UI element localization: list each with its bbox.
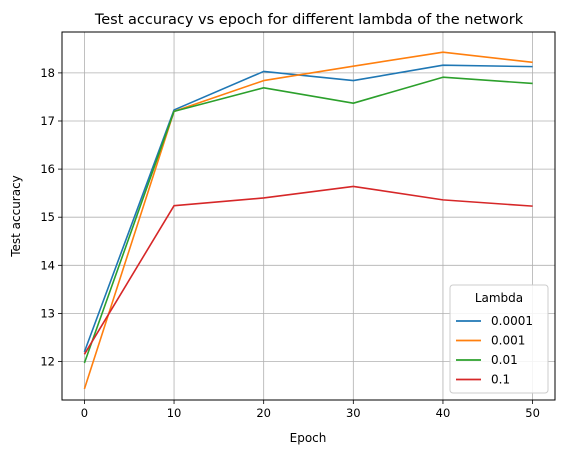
chart-title: Test accuracy vs epoch for different lam… — [94, 12, 524, 28]
legend-label: 0.001 — [491, 334, 525, 348]
series-line-0 — [83, 64, 533, 353]
series-lines — [83, 51, 533, 390]
y-axis-label: Test accuracy — [9, 175, 23, 258]
y-axis-ticks: 12 13 14 15 16 17 18 — [40, 66, 62, 369]
y-tick-label: 12 — [40, 355, 55, 369]
legend: Lambda 0.0001 0.001 0.01 0.1 — [449, 284, 549, 394]
plot-frame — [61, 31, 556, 401]
legend-title: Lambda — [475, 291, 523, 305]
x-tick-label: 10 — [167, 406, 182, 420]
legend-label: 0.01 — [491, 353, 518, 367]
y-tick-label: 14 — [40, 258, 55, 272]
legend-label: 0.0001 — [491, 314, 533, 328]
y-tick-label: 15 — [40, 210, 55, 224]
legend-items: 0.0001 0.001 0.01 0.1 — [456, 314, 533, 387]
y-tick-label: 18 — [40, 66, 55, 80]
series-line-3 — [83, 185, 533, 355]
x-tick-label: 50 — [525, 406, 540, 420]
series-line-2 — [83, 76, 533, 364]
series-line-1 — [83, 51, 533, 390]
x-tick-label: 20 — [256, 406, 271, 420]
y-tick-label: 13 — [40, 306, 55, 320]
x-axis-label: Epoch — [290, 431, 327, 445]
legend-label: 0.1 — [491, 373, 510, 387]
x-tick-label: 30 — [346, 406, 361, 420]
legend-box — [449, 284, 549, 394]
x-axis-ticks: 0 10 20 30 40 50 — [81, 400, 540, 420]
y-tick-label: 16 — [40, 162, 55, 176]
y-tick-label: 17 — [40, 114, 55, 128]
x-tick-label: 0 — [81, 406, 88, 420]
x-tick-label: 40 — [436, 406, 451, 420]
